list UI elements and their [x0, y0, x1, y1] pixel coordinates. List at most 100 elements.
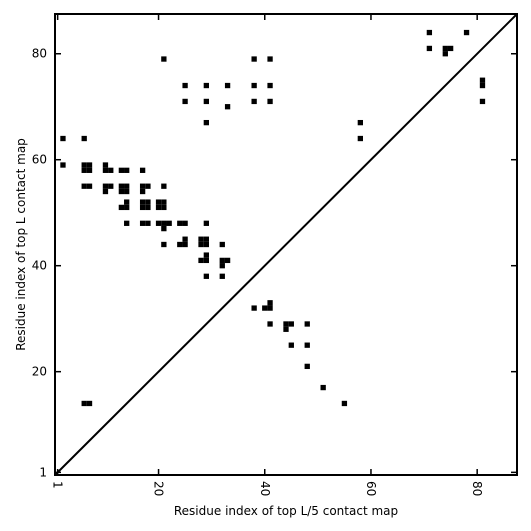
- contact-point: [145, 199, 151, 205]
- contact-point: [341, 400, 348, 407]
- contact-point: [203, 119, 209, 126]
- contact-point: [479, 77, 486, 83]
- contact-point: [139, 199, 146, 205]
- contact-point: [81, 162, 87, 168]
- contact-point: [145, 220, 151, 226]
- contact-point: [203, 236, 209, 242]
- y-tick-label: 80: [32, 47, 47, 61]
- contact-point: [426, 45, 433, 52]
- x-tick-label: 40: [258, 481, 272, 496]
- contact-point: [102, 188, 109, 195]
- contact-point: [442, 51, 448, 57]
- contact-point: [161, 204, 167, 211]
- contact-point: [251, 98, 257, 105]
- diagonal-line: [54, 13, 518, 476]
- contact-point: [304, 363, 310, 370]
- contact-point: [224, 257, 231, 264]
- contact-point: [262, 305, 268, 311]
- contact-point: [177, 220, 183, 226]
- contact-point: [463, 29, 470, 36]
- x-tick-label: 60: [364, 481, 378, 496]
- contact-point: [166, 220, 172, 226]
- contact-point: [203, 273, 209, 279]
- contact-point: [203, 252, 209, 258]
- contact-point: [267, 321, 273, 327]
- contact-point: [177, 241, 183, 248]
- contact-point: [86, 183, 93, 189]
- contact-point: [182, 236, 188, 242]
- y-tick-label: 20: [32, 365, 47, 379]
- contact-point: [267, 300, 273, 306]
- contact-point: [118, 167, 125, 173]
- contact-point: [203, 257, 209, 264]
- contact-point: [283, 326, 289, 332]
- contact-point: [203, 82, 209, 89]
- contact-point: [81, 135, 87, 142]
- contact-point: [161, 199, 167, 205]
- y-tick-label: 1: [39, 465, 47, 479]
- contact-point: [118, 183, 125, 189]
- y-tick-label: 40: [32, 259, 47, 273]
- contact-point: [86, 400, 93, 407]
- contact-point: [203, 241, 209, 248]
- contact-point: [161, 241, 167, 248]
- contact-point: [86, 162, 93, 168]
- contact-point: [198, 241, 204, 248]
- contact-point: [145, 183, 151, 189]
- contact-point: [60, 135, 66, 142]
- contact-point: [447, 45, 454, 52]
- contact-point: [219, 257, 225, 264]
- contact-point: [161, 56, 167, 62]
- contact-point: [161, 220, 167, 226]
- contact-point: [182, 82, 188, 89]
- contact-point: [203, 220, 209, 226]
- contact-point: [118, 204, 125, 211]
- contact-point: [267, 98, 273, 105]
- contact-point: [442, 45, 448, 52]
- contact-point: [251, 56, 257, 62]
- contact-point: [267, 305, 273, 311]
- contact-point: [118, 188, 125, 195]
- contact-point: [108, 183, 114, 189]
- contact-point: [224, 82, 231, 89]
- contact-point: [124, 204, 130, 211]
- x-axis-label: Residue index of top L/5 contact map: [174, 504, 398, 518]
- contact-point: [155, 204, 162, 211]
- contact-point: [81, 400, 87, 407]
- tick-labels: 1 20 40 60 80 1 20 40 60 80: [32, 47, 484, 497]
- contact-point: [161, 183, 167, 189]
- contact-point: [224, 104, 231, 110]
- y-tick-label: 60: [32, 153, 47, 167]
- contact-point: [102, 183, 109, 189]
- x-tick-label: 20: [152, 481, 166, 496]
- contact-point: [198, 236, 204, 242]
- contact-point: [124, 188, 130, 195]
- contact-point: [182, 98, 188, 105]
- x-tick-label: 1: [51, 481, 65, 489]
- contact-point: [251, 82, 257, 89]
- contact-point: [81, 183, 87, 189]
- contact-point: [304, 321, 310, 327]
- contact-point: [81, 167, 87, 173]
- contact-point: [219, 241, 225, 248]
- contact-point: [288, 321, 294, 327]
- contact-point: [320, 384, 326, 391]
- contact-point: [124, 199, 130, 205]
- contact-point: [60, 162, 66, 168]
- contact-point: [198, 257, 204, 264]
- contact-point: [357, 119, 363, 126]
- contact-point: [124, 183, 130, 189]
- contact-point: [267, 56, 273, 62]
- contact-point: [219, 273, 225, 279]
- contact-point: [219, 263, 225, 269]
- contact-point: [139, 220, 146, 226]
- contact-point: [288, 342, 294, 348]
- contact-point: [139, 188, 146, 195]
- contact-point: [155, 199, 162, 205]
- contact-point: [139, 183, 146, 189]
- contact-point: [182, 220, 188, 226]
- contact-point: [304, 342, 310, 348]
- contact-point: [203, 98, 209, 105]
- contact-point: [251, 305, 257, 311]
